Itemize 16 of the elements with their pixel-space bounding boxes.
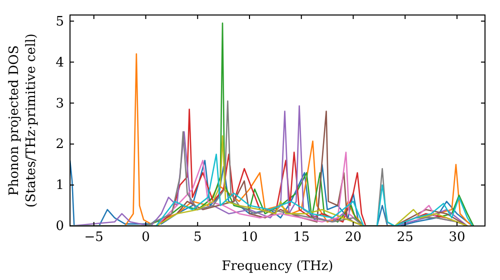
- y-tick-label: 4: [56, 55, 64, 70]
- x-tick-label: 20: [344, 230, 362, 246]
- x-tick-label: 15: [293, 230, 310, 246]
- x-tick-label: 0: [142, 230, 150, 246]
- y-tick-label: 5: [56, 14, 64, 30]
- x-tick-label: 10: [241, 230, 258, 246]
- y-tick-label: 0: [56, 219, 64, 234]
- y-tick-label: 3: [56, 96, 64, 112]
- x-tick-label: 30: [448, 230, 466, 246]
- x-axis-title: Frequency (THz): [222, 259, 334, 274]
- x-tick-label: −5: [84, 230, 104, 246]
- x-tick-label: 5: [193, 230, 202, 246]
- y-tick-label: 1: [56, 178, 64, 194]
- y-tick-label: 2: [56, 137, 64, 152]
- x-tick-label: 25: [396, 230, 414, 246]
- y-axis-title: Phonon projected DOS (States/THz·primitive cell): [7, 33, 39, 208]
